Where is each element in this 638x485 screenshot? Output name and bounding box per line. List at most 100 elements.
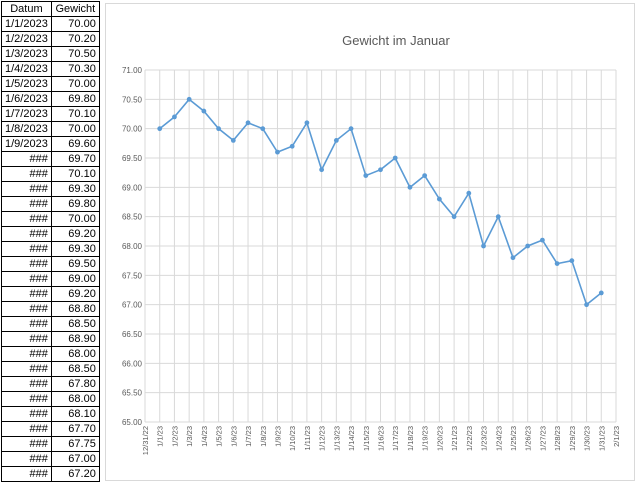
data-point[interactable] [230,138,236,143]
cell-datum[interactable]: 1/5/2023 [1,76,52,92]
data-point[interactable] [392,155,398,161]
cell-datum[interactable]: ### [1,376,52,392]
data-point[interactable] [481,243,486,249]
cell-datum[interactable]: ### [1,286,52,302]
cell-datum[interactable]: ### [1,436,52,452]
column-header-gewicht[interactable]: Gewicht [50,1,100,17]
data-point[interactable] [495,214,501,220]
cell-datum[interactable]: ### [1,211,52,227]
cell-gewicht[interactable]: 68.50 [50,316,100,332]
cell-datum[interactable]: ### [1,151,52,167]
x-tick-label: 1/24/23 [494,426,503,451]
data-point[interactable] [584,302,589,308]
data-point[interactable] [157,126,163,132]
data-point[interactable] [466,190,472,196]
data-point[interactable] [245,120,251,126]
data-point[interactable] [407,184,413,190]
data-point[interactable] [260,126,266,132]
data-point[interactable] [186,96,192,102]
y-tick-label: 66.50 [122,330,143,339]
cell-gewicht[interactable]: 67.70 [50,421,100,437]
cell-gewicht[interactable]: 70.20 [50,31,100,47]
cell-datum[interactable]: 1/1/2023 [1,16,52,32]
cell-gewicht[interactable]: 68.90 [50,331,100,347]
cell-gewicht[interactable]: 70.10 [50,166,100,182]
cell-datum[interactable]: ### [1,466,52,482]
data-point[interactable] [554,261,560,266]
cell-datum[interactable]: ### [1,331,52,347]
data-point[interactable] [172,114,177,120]
data-point[interactable] [378,167,383,173]
cell-gewicht[interactable]: 68.50 [50,361,100,377]
cell-datum[interactable]: ### [1,181,52,197]
data-point[interactable] [201,108,207,114]
data-point[interactable] [216,126,221,132]
cell-gewicht[interactable]: 68.80 [50,301,100,317]
cell-datum[interactable]: 1/4/2023 [1,61,52,77]
cell-gewicht[interactable]: 70.00 [50,211,100,227]
cell-datum[interactable]: ### [1,241,52,257]
cell-gewicht[interactable]: 70.10 [50,106,100,122]
cell-datum[interactable]: 1/8/2023 [1,121,52,137]
data-point[interactable] [289,143,295,149]
cell-datum[interactable]: 1/6/2023 [1,91,52,107]
cell-datum[interactable]: ### [1,196,52,212]
cell-gewicht[interactable]: 69.60 [50,136,100,152]
cell-gewicht[interactable]: 69.20 [50,226,100,242]
cell-datum[interactable]: 1/2/2023 [1,31,52,47]
data-point[interactable] [319,167,325,173]
data-point[interactable] [333,138,339,143]
data-point[interactable] [598,290,604,296]
cell-gewicht[interactable]: 67.75 [50,436,100,452]
y-tick-label: 69.00 [122,183,143,192]
cell-datum[interactable]: ### [1,301,52,317]
cell-datum[interactable]: ### [1,421,52,437]
data-point[interactable] [540,237,545,243]
cell-gewicht[interactable]: 70.50 [50,46,100,62]
cell-datum[interactable]: 1/7/2023 [1,106,52,122]
cell-gewicht[interactable]: 67.00 [50,451,100,467]
cell-datum[interactable]: ### [1,226,52,242]
cell-datum[interactable]: 1/3/2023 [1,46,52,62]
cell-datum[interactable]: ### [1,271,52,287]
data-point[interactable] [422,173,428,179]
cell-gewicht[interactable]: 70.00 [50,16,100,32]
cell-gewicht[interactable]: 67.80 [50,376,100,392]
cell-gewicht[interactable]: 68.00 [50,346,100,362]
cell-gewicht[interactable]: 67.20 [50,466,100,482]
cell-datum[interactable]: ### [1,451,52,467]
chart-area[interactable]: Gewicht im Januar 65.00 65.50 66.00 66.50 67… [105,3,635,481]
cell-gewicht[interactable]: 70.00 [50,76,100,92]
data-point[interactable] [275,149,280,155]
cell-gewicht[interactable]: 68.10 [50,406,100,422]
cell-datum[interactable]: ### [1,406,52,422]
cell-gewicht[interactable]: 68.00 [50,391,100,407]
data-point[interactable] [510,255,516,261]
data-point[interactable] [569,258,575,264]
cell-gewicht[interactable]: 69.80 [50,196,100,212]
column-header-datum[interactable]: Datum [1,1,52,17]
cell-gewicht[interactable]: 69.80 [50,91,100,107]
table-row: ### 69.70 [1,151,100,167]
cell-gewicht[interactable]: 69.20 [50,286,100,302]
data-point[interactable] [304,120,310,126]
cell-datum[interactable]: ### [1,391,52,407]
cell-gewicht[interactable]: 70.30 [50,61,100,77]
data-point[interactable] [451,214,457,220]
cell-gewicht[interactable]: 69.30 [50,181,100,197]
data-point[interactable] [348,126,354,132]
cell-datum[interactable]: ### [1,346,52,362]
data-point[interactable] [436,196,442,202]
cell-gewicht[interactable]: 69.50 [50,256,100,272]
cell-gewicht[interactable]: 70.00 [50,121,100,137]
cell-datum[interactable]: ### [1,256,52,272]
cell-datum[interactable]: ### [1,316,52,332]
data-point[interactable] [525,243,531,249]
cell-datum[interactable]: ### [1,166,52,182]
cell-gewicht[interactable]: 69.30 [50,241,100,257]
cell-gewicht[interactable]: 69.70 [50,151,100,167]
cell-gewicht[interactable]: 69.00 [50,271,100,287]
cell-datum[interactable]: 1/9/2023 [1,136,52,152]
data-point[interactable] [363,173,369,179]
cell-datum[interactable]: ### [1,361,52,377]
